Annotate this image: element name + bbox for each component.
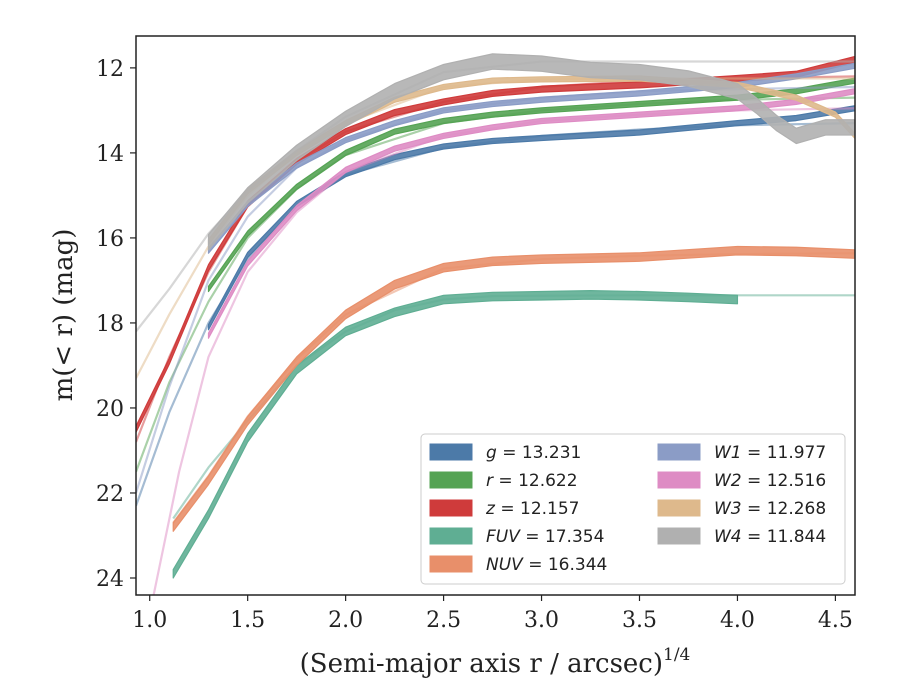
x-tick-label: 1.0 — [132, 608, 167, 633]
legend-swatch-w3 — [657, 499, 701, 517]
series-r-band — [207, 77, 855, 293]
legend-label-eq: = — [742, 471, 767, 491]
y-axis-label: m(< r) (mag) — [49, 229, 79, 402]
legend-label-var: W1 — [714, 443, 742, 463]
legend-label-val: 16.344 — [548, 555, 607, 575]
y-tick-label: 14 — [96, 142, 124, 167]
legend-entry-w3: W3 = 12.268 — [657, 499, 826, 519]
y-tick-label: 24 — [96, 567, 124, 592]
legend-entry-fuv: FUV = 17.354 — [429, 527, 604, 547]
series-nuv — [172, 245, 855, 532]
legend-swatch-z — [429, 499, 473, 517]
legend-label-var: g — [486, 443, 497, 463]
legend-swatch-nuv — [429, 555, 473, 573]
legend-swatch-w1 — [657, 443, 701, 461]
y-tick-label: 12 — [96, 57, 124, 82]
series-r — [136, 77, 855, 473]
x-axis-label: (Semi-major axis r / arcsec)1/4 — [300, 645, 691, 679]
legend-label-val: 12.622 — [518, 471, 577, 491]
y-tick-label: 16 — [96, 227, 124, 252]
legend-label-eq: = — [495, 499, 520, 519]
x-tick-label: 3.5 — [622, 608, 657, 633]
legend-label-fuv: FUV = 17.354 — [486, 527, 604, 547]
legend-label-val: 13.231 — [522, 443, 581, 463]
legend-swatch-g — [429, 443, 473, 461]
x-tick-label: 3.0 — [524, 608, 559, 633]
legend-label-w1: W1 = 11.977 — [714, 443, 826, 463]
legend-label-eq: = — [742, 443, 767, 463]
legend-label-w4: W4 = 11.844 — [714, 527, 826, 547]
legend-label-var: FUV — [486, 527, 521, 547]
legend: g = 13.231 r = 12.622 z = 12.157 FUV = 17.3… — [420, 433, 846, 585]
series-w2 — [152, 88, 855, 595]
legend-label-var: W3 — [714, 499, 742, 519]
series-fuv-band — [172, 290, 739, 579]
legend-swatch-r — [429, 471, 473, 489]
plot-frame — [135, 35, 856, 596]
legend-label-val: 17.354 — [545, 527, 604, 547]
legend-label-val: 12.516 — [767, 471, 826, 491]
legend-label-val: 11.844 — [767, 527, 826, 547]
legend-label-eq: = — [523, 555, 548, 575]
y-tick-label: 22 — [96, 482, 124, 507]
legend-entry-r: r = 12.622 — [429, 471, 578, 491]
x-axis-label-main: (Semi-major axis r / arcsec) — [300, 649, 663, 679]
legend-label-var: W2 — [714, 471, 742, 491]
legend-label-var: W4 — [714, 527, 742, 547]
series-w1 — [136, 62, 855, 494]
series-w2-band — [207, 88, 855, 339]
y-tick-label: 20 — [96, 397, 124, 422]
x-axis: 1.0 1.5 2.0 2.5 3.0 3.5 4.0 4.5 — [132, 595, 853, 633]
legend-label-eq: = — [497, 443, 522, 463]
legend-box — [420, 433, 846, 585]
legend-label-var: NUV — [486, 555, 524, 575]
legend-label-val: 12.157 — [520, 499, 579, 519]
x-tick-label: 2.5 — [426, 608, 461, 633]
series-nuv-band — [172, 245, 855, 532]
legend-label-g: g = 13.231 — [486, 443, 581, 463]
legend-label-val: 12.268 — [767, 499, 826, 519]
legend-label-eq: = — [493, 471, 518, 491]
legend-label-w3: W3 = 12.268 — [714, 499, 826, 519]
x-tick-label: 4.5 — [818, 608, 853, 633]
legend-entry-w1: W1 = 11.977 — [657, 443, 826, 463]
legend-swatch-fuv — [429, 527, 473, 545]
x-axis-label-superscript: 1/4 — [663, 645, 690, 665]
y-axis: 12 14 16 18 20 22 24 — [96, 57, 136, 592]
legend-label-var: r — [486, 471, 494, 491]
legend-entry-w2: W2 = 12.516 — [657, 471, 826, 491]
legend-label-var: z — [485, 499, 496, 519]
legend-entry-nuv: NUV = 16.344 — [429, 555, 607, 575]
x-tick-label: 4.0 — [720, 608, 755, 633]
series-w4-band — [207, 53, 855, 251]
legend-entry-w4: W4 = 11.844 — [657, 527, 826, 547]
legend-label-z: z = 12.157 — [485, 499, 579, 519]
legend-label-eq: = — [520, 527, 545, 547]
legend-swatch-w4 — [657, 527, 701, 545]
legend-label-nuv: NUV = 16.344 — [486, 555, 607, 575]
series-w4 — [136, 53, 855, 333]
legend-label-eq: = — [742, 527, 767, 547]
legend-swatch-w2 — [657, 471, 701, 489]
legend-entry-g: g = 13.231 — [429, 443, 581, 463]
x-tick-label: 2.0 — [328, 608, 363, 633]
y-tick-label: 18 — [96, 312, 124, 337]
x-tick-label: 1.5 — [230, 608, 265, 633]
legend-entry-z: z = 12.157 — [429, 499, 579, 519]
series-w1-band — [207, 62, 855, 254]
legend-label-r: r = 12.622 — [486, 471, 578, 491]
series-layer — [136, 53, 855, 595]
legend-label-eq: = — [742, 499, 767, 519]
legend-label-val: 11.977 — [767, 443, 826, 463]
legend-label-w2: W2 = 12.516 — [714, 471, 826, 491]
